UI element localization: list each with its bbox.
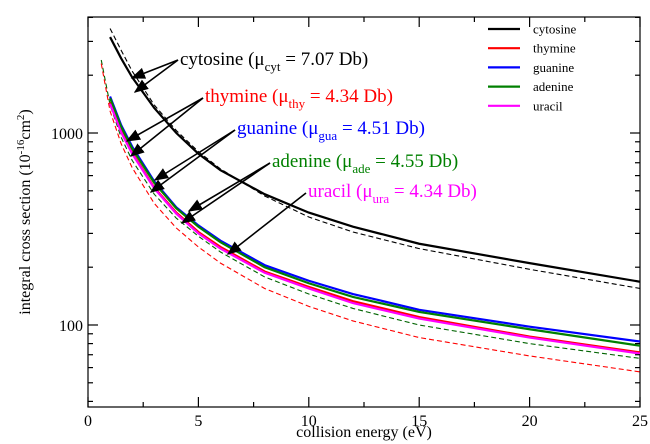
arrows bbox=[125, 59, 307, 255]
legend: cytosine thymine guanine adenine uracil bbox=[488, 22, 577, 113]
annotation-text: uracil (μ bbox=[308, 181, 373, 202]
x-tick-label: 25 bbox=[632, 413, 648, 430]
annotation-text: thymine (μ bbox=[205, 86, 289, 107]
arrow bbox=[226, 192, 307, 255]
ticks: 0 5 10 15 20 25 100 1000 bbox=[51, 16, 648, 430]
annotation-tail: = 4.55 Db) bbox=[370, 151, 458, 172]
annotation-sub: ura bbox=[373, 191, 390, 206]
x-axis-label: collision energy (eV) bbox=[296, 424, 432, 441]
annotation-tail: = 4.51 Db) bbox=[337, 118, 425, 139]
y-axis-label: integral cross section (10-16cm2) bbox=[15, 109, 34, 314]
x-tick-label: 10 bbox=[301, 413, 317, 430]
plot-area bbox=[100, 28, 640, 373]
legend-label: cytosine bbox=[533, 22, 577, 37]
legend-label: guanine bbox=[533, 60, 574, 75]
dashed-line bbox=[100, 59, 640, 359]
y-label-exp: -16 bbox=[15, 139, 27, 154]
annotation: adenine (μade = 4.55 Db) bbox=[272, 151, 458, 176]
dashed-line bbox=[100, 63, 640, 373]
arrow bbox=[129, 97, 204, 157]
annotation-tail: = 7.07 Db) bbox=[280, 49, 368, 70]
annotation-sub: ade bbox=[352, 161, 370, 176]
arrow bbox=[125, 97, 204, 142]
y-label-text: integral cross section (10 bbox=[17, 154, 34, 314]
arrow bbox=[153, 129, 236, 181]
x-tick-label: 15 bbox=[411, 413, 427, 430]
legend-label: adenine bbox=[533, 79, 574, 94]
arrow bbox=[130, 59, 179, 79]
arrow bbox=[149, 129, 236, 193]
annotation-sub: cyt bbox=[265, 59, 281, 74]
annotation: uracil (μura = 4.34 Db) bbox=[308, 181, 477, 206]
annotation-text: cytosine (μ bbox=[180, 49, 265, 70]
annotation-text: guanine (μ bbox=[237, 118, 318, 139]
annotation-tail: = 4.34 Db) bbox=[389, 181, 477, 202]
y-label-unit-exp: 2 bbox=[15, 115, 27, 121]
y-label-close: ) bbox=[17, 109, 34, 114]
x-tick-label: 20 bbox=[522, 413, 538, 430]
line bbox=[109, 101, 640, 354]
annotation: guanine (μgua = 4.51 Db) bbox=[237, 118, 425, 143]
arrow bbox=[133, 59, 179, 93]
y-tick-label: 100 bbox=[59, 318, 83, 335]
arrow bbox=[180, 162, 271, 224]
x-tick-label: 0 bbox=[84, 413, 92, 430]
annotation-sub: gua bbox=[318, 128, 337, 143]
legend-label: thymine bbox=[533, 41, 576, 56]
y-tick-label: 1000 bbox=[51, 126, 83, 143]
annotations: cytosine (μcyt = 7.07 Db) thymine (μthy =… bbox=[180, 49, 477, 206]
x-tick-label: 5 bbox=[194, 413, 202, 430]
annotation-text: adenine (μ bbox=[272, 151, 352, 172]
annotation-sub: thy bbox=[289, 96, 306, 111]
annotation-tail: = 4.34 Db) bbox=[305, 86, 393, 107]
legend-label: uracil bbox=[533, 98, 563, 113]
y-label-unit: cm bbox=[17, 120, 34, 140]
annotation: cytosine (μcyt = 7.07 Db) bbox=[180, 49, 368, 74]
annotation: thymine (μthy = 4.34 Db) bbox=[205, 86, 393, 111]
arrow bbox=[187, 162, 271, 212]
